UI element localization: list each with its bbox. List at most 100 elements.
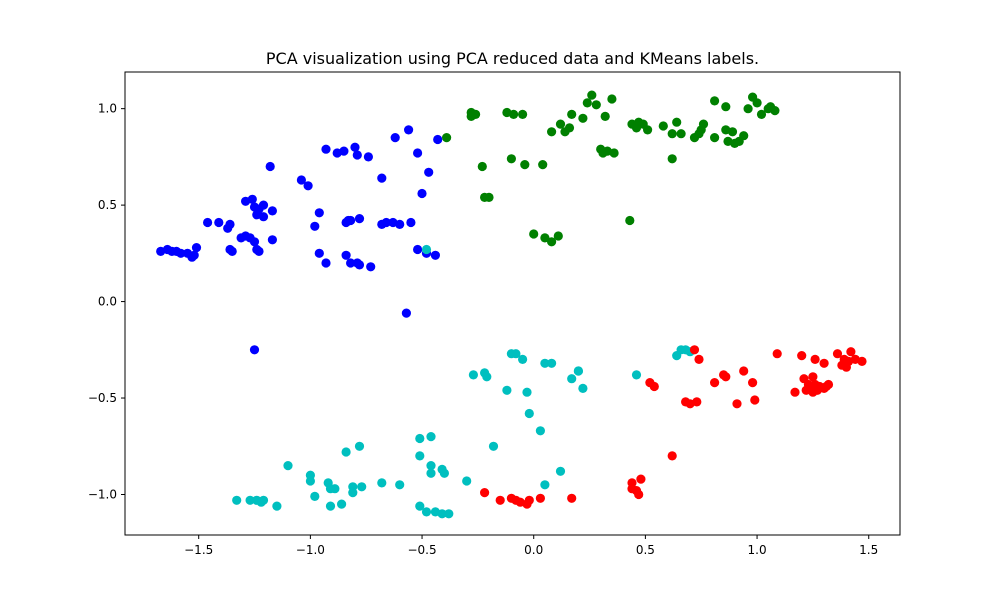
scatter-point	[468, 370, 478, 380]
scatter-point	[415, 451, 425, 461]
scatter-point	[676, 129, 686, 139]
scatter-point	[339, 146, 349, 156]
scatter-point	[321, 258, 331, 268]
scatter-point	[484, 192, 494, 202]
scatter-point	[245, 495, 255, 505]
x-tick-label: 0.0	[524, 543, 543, 557]
scatter-point	[732, 399, 742, 409]
scatter-point	[406, 217, 416, 228]
scatter-point	[341, 250, 351, 260]
scatter-point	[518, 109, 528, 119]
scatter-point	[354, 260, 365, 270]
scatter-point	[495, 495, 505, 505]
scatter-point	[689, 345, 700, 355]
scatter-point	[325, 501, 336, 511]
scatter-point	[258, 212, 269, 222]
scatter-point	[750, 395, 760, 405]
scatter-point	[227, 246, 237, 256]
scatter-point	[437, 509, 447, 519]
scatter-point	[390, 133, 400, 143]
scatter-point	[694, 129, 704, 139]
scatter-point	[573, 366, 584, 376]
scatter-point	[797, 351, 807, 361]
scatter-point	[354, 214, 365, 224]
scatter-point	[350, 142, 360, 152]
scatter-point	[790, 387, 800, 397]
scatter-point	[214, 217, 224, 228]
scatter-point	[482, 372, 492, 382]
scatter-point	[810, 354, 820, 364]
scatter-point	[667, 451, 677, 461]
scatter-point	[522, 387, 532, 397]
scatter-point	[727, 127, 738, 137]
scatter-point	[672, 117, 682, 127]
scatter-point	[462, 476, 472, 486]
scatter-point	[377, 478, 387, 488]
scatter-point	[417, 188, 427, 199]
x-tick-label: −1.5	[184, 543, 213, 557]
scatter-point	[267, 206, 277, 216]
plot-frame	[124, 71, 901, 536]
scatter-point	[625, 215, 635, 226]
scatter-point	[413, 148, 423, 158]
scatter-point	[321, 144, 331, 154]
scatter-point	[413, 244, 423, 255]
scatter-point	[357, 482, 367, 492]
y-tick-label: 0.5	[98, 198, 117, 212]
scatter-point	[415, 433, 425, 444]
scatter-point	[540, 480, 550, 490]
scatter-point	[756, 109, 767, 119]
scatter-point	[524, 408, 534, 419]
scatter-point	[739, 366, 749, 376]
scatter-point	[582, 98, 592, 108]
scatter-point	[547, 237, 557, 247]
scatter-point	[540, 358, 550, 368]
y-tick-label: 1.0	[98, 102, 117, 116]
scatter-point	[520, 160, 530, 170]
scatter-point	[553, 231, 563, 241]
scatter-point	[600, 111, 610, 121]
scatter-point	[578, 113, 588, 123]
scatter-point	[296, 175, 306, 185]
scatter-point	[694, 354, 704, 364]
scatter-point	[352, 150, 362, 160]
scatter-point	[857, 356, 867, 366]
scatter-point	[366, 262, 376, 272]
scatter-point	[667, 154, 677, 164]
scatter-point	[401, 308, 411, 318]
scatter-point	[710, 96, 720, 106]
scatter-point	[609, 148, 619, 158]
scatter-point	[191, 243, 202, 253]
scatter-point	[488, 441, 499, 451]
scatter-point	[480, 488, 490, 498]
y-axis: −1.0 −0.5 0.0 0.5 1.0	[88, 102, 125, 501]
scatter-point	[310, 221, 320, 231]
scatter-point	[377, 173, 387, 183]
scatter-point	[808, 372, 818, 382]
y-tick-label: 0.0	[98, 295, 117, 309]
scatter-point	[330, 484, 340, 494]
scatter-point	[363, 152, 373, 162]
scatter-point	[426, 468, 436, 478]
scatter-point	[710, 378, 720, 388]
scatter-point	[267, 235, 277, 245]
scatter-point	[442, 133, 452, 143]
scatter-point	[346, 215, 356, 226]
scatter-point	[636, 474, 646, 484]
scatter-point	[241, 196, 251, 206]
scatter-point	[283, 461, 293, 471]
scatter-point	[772, 349, 782, 359]
scatter-point	[249, 237, 260, 247]
scatter-point	[471, 109, 481, 119]
scatter-point	[524, 495, 534, 505]
scatter-point	[540, 233, 550, 243]
scatter-point	[404, 125, 414, 135]
scatter-point	[667, 129, 677, 139]
scatter-point	[439, 468, 449, 478]
scatter-point	[258, 200, 269, 210]
scatter-point	[567, 109, 577, 119]
x-tick-label: −1.0	[296, 543, 325, 557]
scatter-point	[555, 119, 566, 129]
scatter-point	[249, 345, 260, 355]
scatter-point	[421, 244, 432, 255]
